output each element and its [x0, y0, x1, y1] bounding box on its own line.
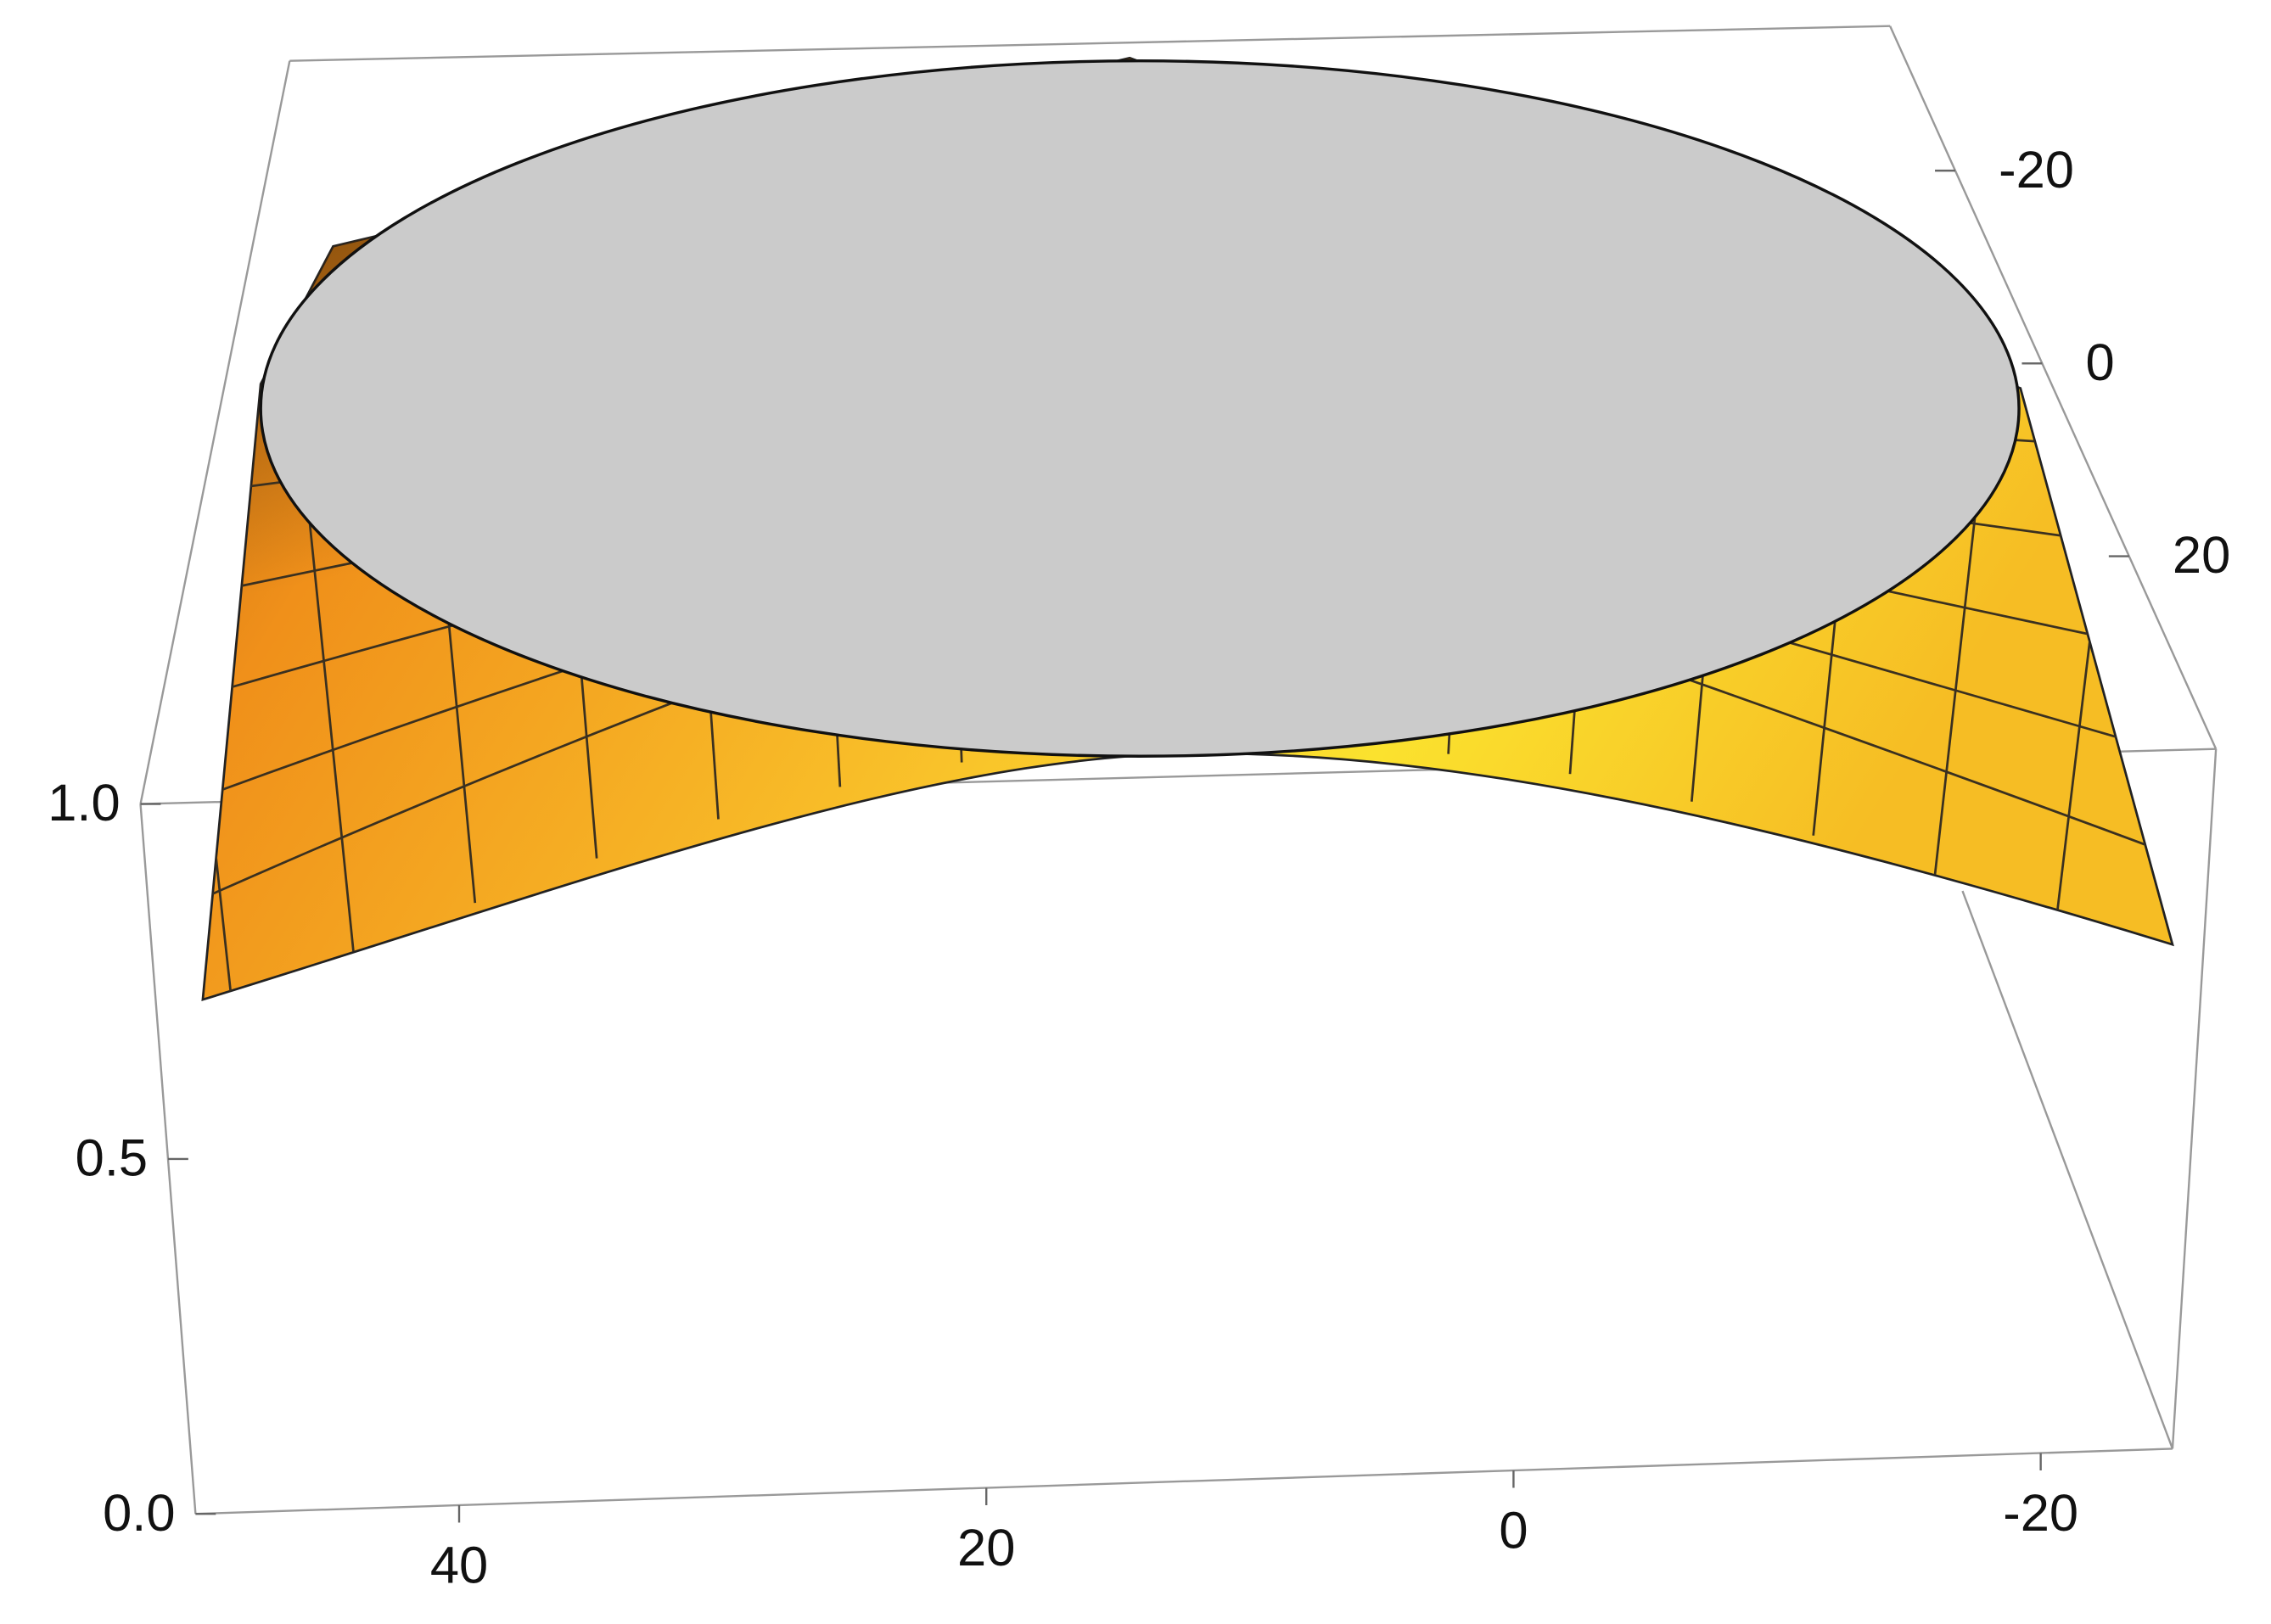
mesh-line — [202, 318, 233, 1000]
box-edge — [1889, 25, 2218, 750]
x-tick-label: -20 — [2003, 1484, 2078, 1543]
y-tick-label: 20 — [2173, 526, 2230, 585]
box-edge — [195, 1448, 2173, 1515]
z-tick-label: 0.0 — [103, 1484, 175, 1543]
y-tick-label: 0 — [2086, 333, 2115, 392]
box-edge — [289, 25, 1891, 62]
box-edge — [2171, 748, 2218, 1449]
box-edge — [139, 60, 291, 804]
x-tick-label: 0 — [1499, 1501, 1528, 1560]
cap-disk — [259, 59, 2021, 758]
z-tick-label: 1.0 — [48, 774, 120, 832]
axis-ticks: 40 20 0 -20 -20 0 20 0.0 0.5 1.0 — [48, 141, 2230, 1595]
y-tick-label: -20 — [1999, 141, 2074, 199]
x-tick-label: 40 — [430, 1536, 488, 1594]
box-edge — [1961, 890, 2174, 1449]
z-tick-label: 0.5 — [76, 1129, 148, 1188]
x-tick-label: 20 — [957, 1519, 1015, 1577]
